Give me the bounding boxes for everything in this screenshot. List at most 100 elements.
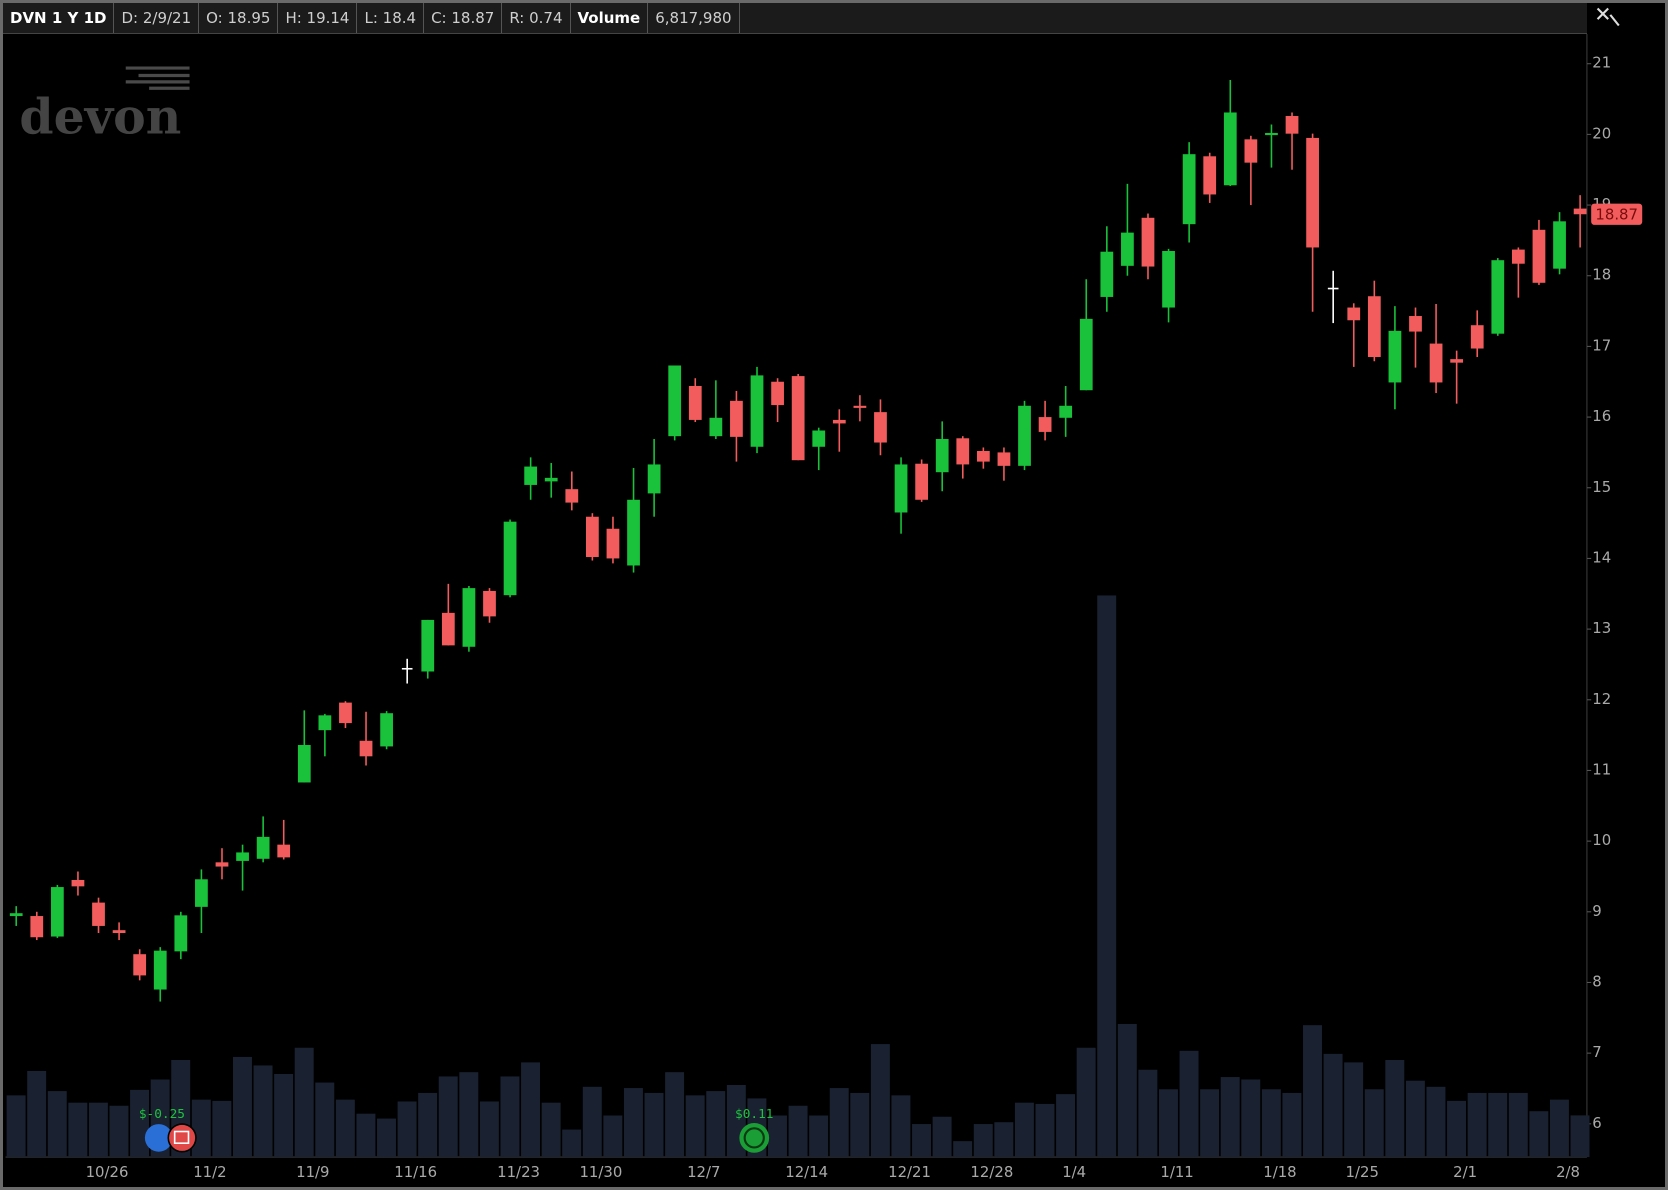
volume-bar (1364, 1089, 1384, 1158)
volume-bar (1529, 1111, 1549, 1158)
volume-bar (932, 1116, 952, 1158)
x-tick-label: 12/14 (785, 1163, 828, 1181)
candle (1182, 142, 1196, 243)
candle-body (50, 887, 64, 937)
candle (750, 366, 764, 454)
header-bar: DVN 1 Y 1D D: 2/9/21 O: 18.95 H: 19.14 L: 18… (3, 3, 1587, 34)
x-tick-label: 1/25 (1346, 1163, 1379, 1181)
candle-body (524, 466, 538, 485)
candle (174, 911, 188, 960)
volume-bar (459, 1072, 479, 1158)
candle (1059, 385, 1073, 437)
event-icon[interactable] (167, 1123, 197, 1153)
event-icon[interactable] (144, 1124, 173, 1152)
candle (853, 395, 867, 422)
candle (421, 619, 435, 679)
volume-bar (1467, 1092, 1487, 1158)
candle (380, 711, 393, 750)
volume-bar (88, 1102, 108, 1158)
candle (236, 844, 249, 891)
volume-bar (870, 1044, 890, 1158)
candle (1018, 400, 1031, 471)
candle-body (1429, 343, 1443, 383)
candle-body (1450, 359, 1464, 363)
candle-body (1388, 330, 1402, 383)
candle (30, 911, 44, 941)
candle (1512, 247, 1525, 298)
candle (50, 884, 64, 938)
volume-bar (809, 1115, 829, 1158)
candle-body (544, 477, 558, 482)
candle-body (1223, 112, 1237, 186)
candle-body (153, 950, 167, 990)
candle (1450, 350, 1464, 404)
candle-body (441, 612, 455, 646)
candle (1367, 280, 1381, 362)
candle-body (1573, 208, 1587, 215)
last-price-label: 18.87 (1595, 205, 1638, 223)
candle (1121, 183, 1134, 276)
candle-body (956, 438, 970, 465)
x-tick-label: 1/11 (1160, 1163, 1193, 1181)
event-glyph (743, 1127, 765, 1149)
candle-body (1038, 417, 1052, 432)
volume-bar (1035, 1103, 1055, 1158)
candle (112, 922, 126, 941)
candle-body (1244, 139, 1258, 163)
candle (215, 848, 229, 880)
candle-body (1553, 221, 1566, 269)
candle (606, 516, 620, 564)
toolbar-icon[interactable] (1596, 7, 1620, 27)
candle-body (9, 913, 23, 917)
candle-body (297, 745, 311, 783)
y-tick-label: 11 (1592, 760, 1611, 778)
volume-bar (706, 1091, 726, 1158)
volume-bar (335, 1099, 355, 1158)
candle (1573, 195, 1587, 248)
volume-bar (68, 1102, 88, 1158)
volume-bar (1426, 1086, 1446, 1158)
candle-body (92, 902, 105, 926)
header-field: O: 18.95 (199, 3, 279, 33)
candle (1265, 124, 1278, 168)
candle-body (1470, 325, 1484, 349)
volume-bar (829, 1088, 849, 1158)
candle-body (832, 419, 846, 424)
header-field: Volume (571, 3, 649, 33)
candle-body (112, 930, 126, 933)
candle-body (195, 879, 208, 907)
volume-bar (377, 1118, 396, 1158)
volume-bar (1447, 1100, 1467, 1158)
x-tick-label: 12/28 (970, 1163, 1013, 1181)
volume-bar (1200, 1089, 1220, 1158)
y-tick-label: 13 (1592, 619, 1611, 637)
candle (730, 390, 743, 462)
header-field: D: 2/9/21 (114, 3, 200, 33)
event-glyph (173, 1130, 190, 1145)
volume-bar (130, 1089, 150, 1158)
volume-bar (685, 1095, 705, 1158)
candle (565, 471, 579, 511)
candle-body (750, 375, 764, 447)
volume-bar (1138, 1069, 1158, 1158)
candle (1429, 304, 1443, 394)
candle (1470, 310, 1484, 358)
candle-body (1121, 232, 1134, 266)
candle (709, 380, 723, 439)
candle (359, 711, 373, 766)
collapse-icon[interactable] (1596, 7, 1620, 27)
candle (1223, 79, 1237, 186)
volume-bar (356, 1113, 376, 1158)
candle (133, 949, 147, 981)
candle (277, 819, 291, 860)
volume-bar (973, 1124, 993, 1158)
candle (1306, 133, 1319, 312)
y-tick-label: 17 (1592, 336, 1611, 354)
candle-body (215, 862, 229, 867)
candle (1203, 152, 1217, 203)
volume-bar (418, 1092, 438, 1158)
candle (894, 457, 908, 534)
candle (1532, 219, 1546, 285)
candle (1388, 306, 1402, 410)
